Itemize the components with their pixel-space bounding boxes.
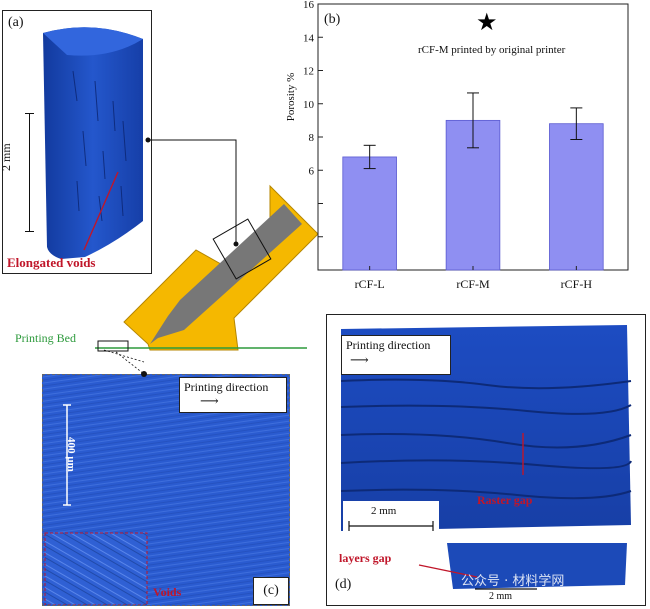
ct-scan-column-image <box>43 27 143 260</box>
panel-d-scale-label: 2 mm <box>371 505 397 517</box>
scale-bar-cap-bottom <box>25 231 34 232</box>
panel-d: Printing direction ⟶ Raster gap 2 mm lay… <box>326 314 646 606</box>
y-tick-label: 6 <box>309 165 315 177</box>
panel-d-scale-label-bottom: 2 mm <box>489 591 513 602</box>
micrograph-texture <box>43 375 289 605</box>
printing-bed-label: Printing Bed <box>15 331 77 345</box>
y-tick-label: 16 <box>303 0 315 11</box>
bar <box>549 123 604 271</box>
panel-c-direction-label: Printing direction <box>184 380 269 394</box>
y-tick-label: 12 <box>303 66 314 78</box>
y-tick-label: 14 <box>303 32 315 44</box>
y-tick-label: 10 <box>303 99 315 111</box>
panel-d-scale-bar <box>348 521 434 531</box>
panel-d-direction-label: Printing direction <box>346 338 431 352</box>
x-tick-label: rCF-L <box>355 277 385 291</box>
y-axis-label: Porosity % <box>285 73 297 122</box>
panel-a-label: (a) <box>8 15 24 30</box>
voids-label: Voids <box>153 585 182 599</box>
panel-b-label: (b) <box>324 12 341 27</box>
arrow-right-icon: ⟶ <box>200 393 219 408</box>
panel-c-direction-box: Printing direction ⟶ <box>179 377 287 413</box>
elongated-voids-label: Elongated voids <box>7 255 96 270</box>
x-tick-label: rCF-H <box>561 277 593 291</box>
layers-gap-label: layers gap <box>339 551 392 565</box>
panel-d-scale-box <box>343 501 439 537</box>
panel-c: Printing direction ⟶ 400 µm Voids (c) <box>42 374 290 606</box>
panel-d-label: (d) <box>335 577 352 592</box>
scale-bar-cap-top <box>25 113 34 114</box>
side-view-scan-image <box>340 325 632 590</box>
panel-b: 6 8 10 12 14 16 Porosity % rCF-L rCF-M rCF-H (b) … <box>282 0 634 300</box>
arrow-right-icon-d: ⟶ <box>350 352 369 367</box>
panel-c-label: (c) <box>263 583 279 598</box>
raster-gap-label: Raster gap <box>477 493 533 507</box>
panel-c-label-box: (c) <box>253 577 289 605</box>
x-tick-label: rCF-M <box>456 277 490 291</box>
panel-a: (a) 2 mm Elongated voids <box>0 10 152 274</box>
y-tick-label: 8 <box>309 132 315 144</box>
panel-d-direction-box: Printing direction ⟶ <box>341 335 451 375</box>
star-icon: ★ <box>476 10 498 36</box>
porosity-bar-chart: 6 8 10 12 14 16 Porosity % rCF-L rCF-M rCF-H <box>285 0 629 291</box>
micrograph-anchor-dot <box>141 371 147 377</box>
panel-a-scale-bar <box>29 113 30 231</box>
panel-c-scale-label: 400 µm <box>65 437 77 472</box>
watermark: 公众号 · 材料学网 <box>461 574 565 589</box>
star-note: rCF-M printed by original printer <box>418 44 566 56</box>
bar <box>342 156 397 271</box>
